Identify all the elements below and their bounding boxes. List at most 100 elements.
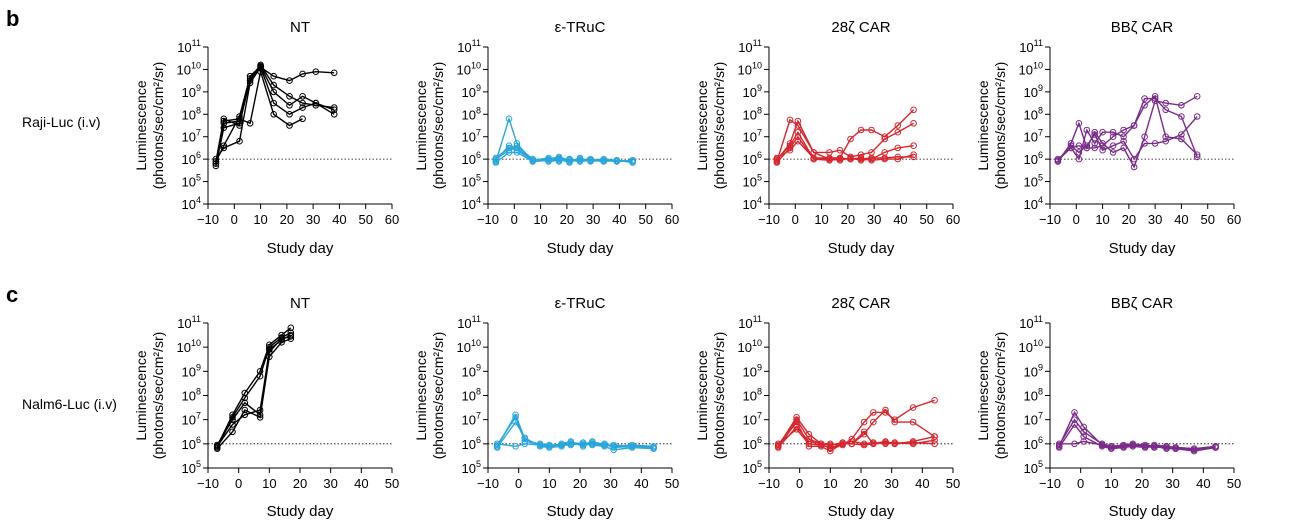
c-eTRuC-ytick-label: 1011 [457, 314, 481, 331]
c-eTRuC-ytick-label: 1010 [457, 338, 481, 355]
c-eTRuC-xtick-label: 10 [542, 476, 556, 491]
b-eTRuC-data-point [600, 155, 608, 163]
b-BBz-data-point [1109, 142, 1117, 149]
c-NT-data-point [256, 414, 264, 421]
b-NT-data-point [312, 68, 320, 75]
b-eTRuC-ylabel: Luminescence [413, 80, 429, 170]
b-BBz-data-point [1109, 149, 1117, 156]
b-eTRuC-data-point [555, 158, 563, 165]
c-CAR28-data-point [891, 440, 899, 448]
b-BBz-data-point [1141, 95, 1148, 102]
b-eTRuC-data-point [492, 154, 500, 162]
c-BBz-data-point [1080, 423, 1087, 431]
panel-letter-b: b [6, 6, 20, 31]
c-eTRuC-xtick-label: 30 [603, 476, 617, 491]
b-CAR28-data-point [773, 159, 781, 166]
c-eTRuC-xtick-label: −10 [477, 476, 499, 491]
b-CAR28-ytick-label: 104 [743, 195, 762, 212]
c-BBz-xtick-label: −10 [1039, 476, 1061, 491]
c-NT-ytick-label: 1010 [177, 338, 201, 355]
b-CAR28-data-point [810, 154, 818, 162]
b-BBz-ylabel-units: (photons/sec/cm²/sr) [992, 62, 1008, 190]
c-eTRuC-data-point [579, 439, 587, 446]
b-CAR28-data-point [786, 116, 794, 124]
c-NT-data-point [241, 406, 249, 414]
c-CAR28-data-point [860, 418, 868, 426]
c-eTRuC-data-point [610, 441, 618, 449]
b-eTRuC-series-line [495, 147, 633, 163]
b-NT-data-point [299, 70, 306, 78]
c-eTRuC-data-point [546, 443, 553, 450]
c-CAR28-ylabel-units: (photons/sec/cm²/sr) [711, 332, 727, 460]
b-NT-ytick-label: 107 [182, 128, 201, 145]
b-NT-xtick-label: 40 [332, 212, 346, 227]
b-CAR28-xtick-label: 20 [841, 212, 855, 227]
b-BBz-data-point [1083, 126, 1091, 134]
c-CAR28-ytick-label: 1010 [738, 338, 762, 355]
b-BBz-ytick-label: 105 [1024, 173, 1043, 190]
c-NT-data-point [229, 421, 236, 428]
b-CAR28-series-line [776, 140, 914, 160]
c-eTRuC-data-point [512, 418, 519, 426]
c-BBz-xtick-label: 50 [1227, 476, 1241, 491]
c-eTRuC-ytick-label: 105 [462, 459, 481, 476]
c-NT-data-point [278, 335, 285, 343]
c-NT-ylabel-units: (photons/sec/cm²/sr) [150, 332, 166, 460]
b-eTRuC-ytick-label: 105 [462, 173, 481, 190]
c-BBz-data-point [1071, 416, 1078, 424]
b-CAR28-xlabel: Study day [828, 240, 895, 257]
b-CAR28-xtick-label: 50 [919, 212, 933, 227]
c-BBz-ytick-label: 1010 [1019, 338, 1043, 355]
c-BBz-xtick-label: 30 [1165, 476, 1179, 491]
c-CAR28-title: 28ζ CAR [831, 295, 890, 312]
b-NT-data-point [299, 104, 306, 111]
c-BBz-ytick-label: 106 [1024, 435, 1043, 452]
b-eTRuC-data-point [629, 158, 636, 165]
b-NT-data-point [270, 72, 278, 80]
b-BBz-data-point [1178, 113, 1185, 120]
b-eTRuC-xtick-label: 30 [586, 212, 600, 227]
b-eTRuC-xlabel: Study day [547, 240, 614, 257]
b-NT-series-line [215, 71, 303, 164]
b-CAR28-xtick-label: 60 [946, 212, 960, 227]
b-CAR28-ytick-label: 1011 [738, 38, 762, 55]
b-BBz-ytick-label: 104 [1024, 195, 1043, 212]
c-CAR28-xtick-label: 50 [946, 476, 960, 491]
b-BBz-data-point [1099, 128, 1106, 136]
c-BBz-ytick-label: 109 [1024, 362, 1043, 379]
c-CAR28-data-point [909, 439, 917, 446]
b-eTRuC-data-point [613, 157, 621, 164]
b-eTRuC-series-line [495, 151, 633, 164]
c-CAR28-xtick-label: 20 [854, 476, 868, 491]
c-CAR28-data-point [882, 406, 889, 414]
c-CAR28-data-point [805, 443, 813, 450]
c-CAR28-xtick-label: 10 [823, 476, 837, 491]
c-eTRuC-ytick-label: 106 [462, 435, 481, 452]
b-eTRuC-data-point [587, 157, 594, 164]
c-CAR28-data-point [931, 433, 938, 440]
b-NT-data-point [236, 113, 243, 120]
c-eTRuC-data-point [610, 446, 618, 454]
b-NT-data-point [330, 69, 338, 77]
b-CAR28-ytick-label: 106 [743, 150, 762, 167]
b-CAR28-data-point [910, 142, 917, 149]
c-CAR28-data-point [909, 404, 917, 411]
c-eTRuC-ytick-label: 108 [462, 387, 481, 404]
b-BBz-series-line [1057, 97, 1198, 161]
b-BBz-xtick-label: 30 [1148, 212, 1162, 227]
c-BBz-series-line [1058, 423, 1216, 452]
b-CAR28-data-point [836, 146, 844, 154]
c-NT-xlabel: Study day [267, 503, 334, 520]
b-CAR28-data-point [847, 135, 854, 143]
c-eTRuC-xtick-label: 20 [573, 476, 587, 491]
c-CAR28-ytick-label: 105 [743, 459, 762, 476]
c-CAR28-xtick-label: 30 [884, 476, 898, 491]
c-NT-series-line [216, 327, 292, 447]
c-CAR28-data-point [870, 418, 877, 426]
c-NT-ytick-label: 106 [182, 435, 201, 452]
b-NT-series-line [215, 65, 335, 160]
c-NT-data-point [213, 443, 221, 450]
b-CAR28-ytick-label: 105 [743, 173, 762, 190]
b-NT-xtick-label: 30 [306, 212, 320, 227]
b-eTRuC-ytick-label: 1010 [457, 60, 481, 77]
